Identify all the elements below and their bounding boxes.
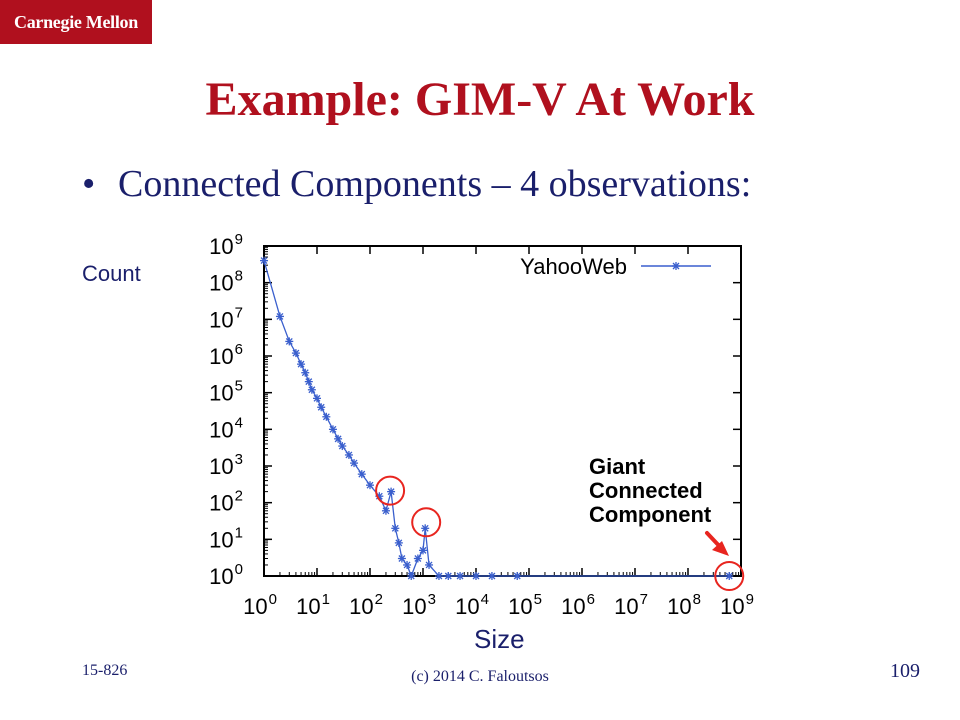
data-point [413,554,422,563]
data-point [328,425,337,434]
y-tick-label: 108 [209,268,243,296]
data-point [338,442,347,451]
data-point [297,360,306,369]
data-point [304,377,313,386]
bullet-text: Connected Components – 4 observations: [118,163,752,205]
x-tick-label: 103 [402,591,436,619]
data-point [344,450,353,459]
data-point [334,434,343,443]
x-tick-label: 108 [667,591,701,619]
x-tick-label: 107 [614,591,648,619]
x-tick-label: 102 [349,591,383,619]
data-point [397,554,406,563]
data-point [322,412,331,421]
y-tick-label: 101 [209,524,243,552]
data-point [444,572,453,580]
x-tick-label: 106 [561,591,595,619]
series-line-yahooweb [263,260,730,578]
data-point [285,337,294,346]
carnegie-mellon-logo: Carnegie Mellon [0,0,152,44]
y-tick-label: 104 [209,414,243,442]
data-point [301,368,310,377]
data-point [407,572,416,580]
x-tick-group: 100 101 102 103 104 105 106 107 108 109 [243,246,754,619]
highlight-circle-2 [411,507,442,538]
annotation-line-2: Connected [589,478,703,503]
legend-star [672,262,680,270]
data-point [487,572,496,580]
x-axis-label: Size [474,624,525,654]
data-point [317,403,326,412]
y-tick-label: 103 [209,451,243,479]
course-number: 15-826 [82,662,128,679]
y-tick-label: 100 [209,561,243,589]
x-tick-label: 105 [508,591,542,619]
data-point [260,256,268,265]
annotation-line-1: Giant [589,454,646,479]
data-point [425,560,434,569]
y-tick-group: 100 101 102 103 104 105 106 107 108 109 [209,231,741,589]
data-point [472,572,480,580]
legend: YahooWeb [520,254,711,279]
data-point [366,481,374,490]
annotation-arrow [705,531,729,556]
y-tick-label: 105 [209,378,243,406]
annotation-giant-component: Giant Connected Component [589,454,712,527]
x-tick-label: 109 [720,591,754,619]
y-axis-label: Count [82,261,141,286]
y-tick-label: 109 [209,231,243,259]
highlight-circle-1 [375,475,406,506]
data-point [350,459,359,468]
page-number: 109 [890,660,920,682]
data-point [381,506,390,515]
highlight-circle-giant [714,561,745,591]
annotation-line-3: Component [589,502,712,527]
data-point [357,470,366,479]
slide-title: Example: GIM-V At Work [205,73,755,126]
highlight-circles [375,475,745,591]
data-point [419,546,427,555]
data-point [387,487,396,496]
y-tick-label: 107 [209,304,243,332]
data-point [291,349,300,358]
data-point [275,312,284,321]
data-point [394,538,403,547]
data-point [403,560,412,569]
y-tick-label: 106 [209,341,243,369]
data-point [307,385,316,394]
data-point [313,394,321,403]
data-point [725,572,734,580]
data-point [421,524,430,533]
copyright: (c) 2014 C. Faloutsos [411,668,549,685]
data-point [391,524,400,533]
x-tick-label: 100 [243,591,277,619]
data-point [513,572,522,580]
x-tick-label: 101 [296,591,330,619]
data-point [456,572,465,580]
y-tick-label: 102 [209,488,243,516]
bullet-item: • Connected Components – 4 observations: [82,162,751,206]
series-points-yahooweb [260,256,734,580]
legend-marker [672,262,680,270]
x-tick-label: 104 [455,591,489,619]
legend-label: YahooWeb [520,254,627,279]
data-point [434,572,443,580]
bullet-symbol: • [82,163,96,205]
